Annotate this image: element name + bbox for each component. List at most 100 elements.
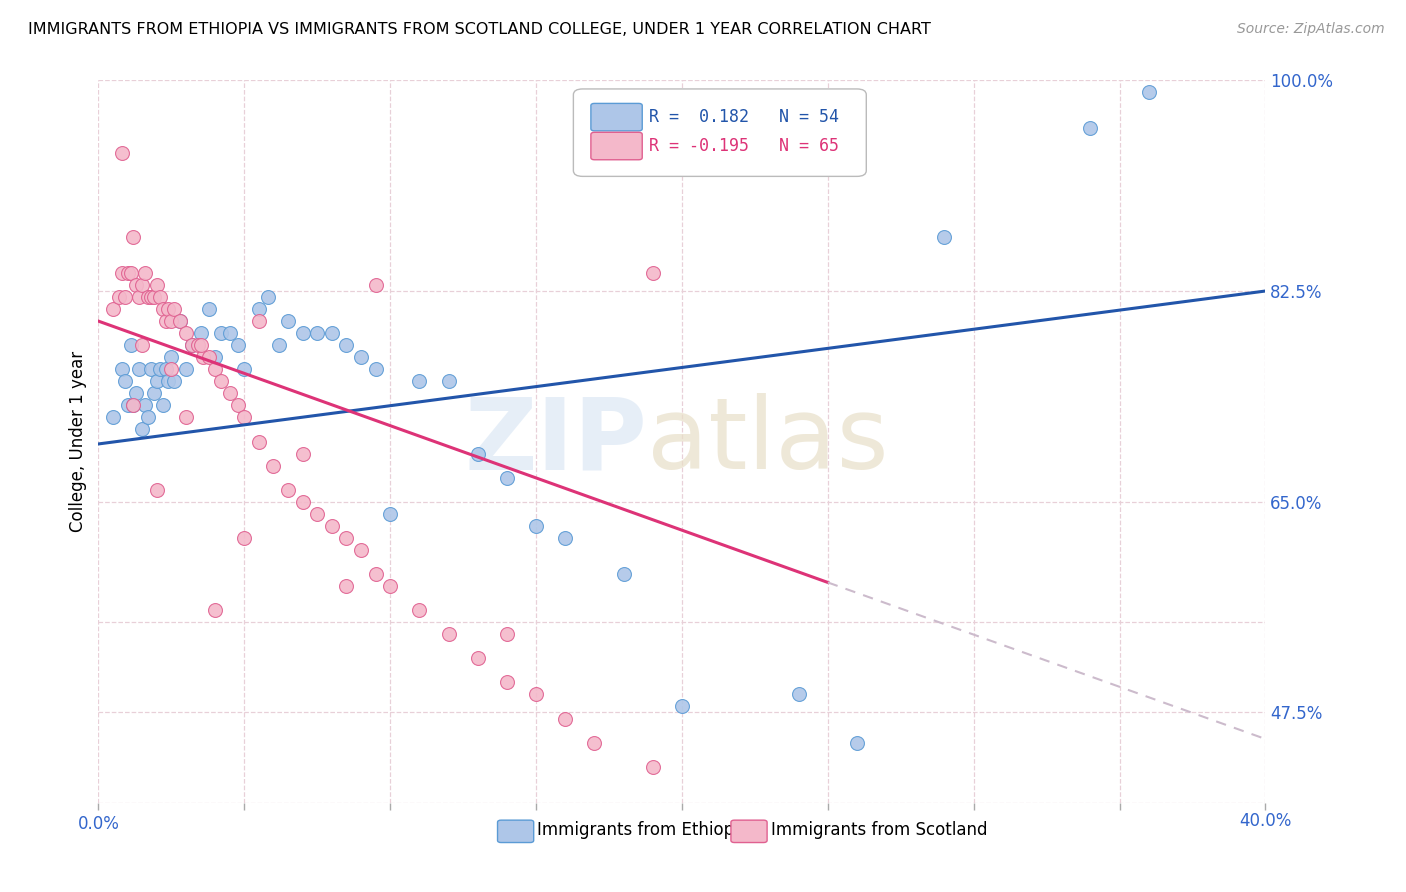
Point xyxy=(101,301,124,316)
Point xyxy=(122,229,145,244)
Point xyxy=(180,338,202,352)
Point xyxy=(846,735,869,749)
Point xyxy=(155,362,177,376)
Point xyxy=(131,422,153,436)
Point xyxy=(787,687,810,701)
Point xyxy=(157,374,180,388)
Point xyxy=(134,398,156,412)
Point xyxy=(152,301,174,316)
Point xyxy=(174,410,197,425)
Point xyxy=(198,350,221,364)
Text: 40.0%: 40.0% xyxy=(1239,813,1292,830)
Point xyxy=(380,507,402,521)
Point xyxy=(437,374,460,388)
Point xyxy=(204,362,226,376)
Point xyxy=(307,326,329,340)
Point xyxy=(139,362,162,376)
Point xyxy=(1080,121,1102,136)
Point xyxy=(277,314,299,328)
Point xyxy=(108,290,131,304)
Text: Immigrants from Scotland: Immigrants from Scotland xyxy=(770,822,987,839)
Point xyxy=(209,374,232,388)
Point xyxy=(160,362,183,376)
FancyBboxPatch shape xyxy=(498,820,534,843)
Point xyxy=(136,290,159,304)
Point xyxy=(321,326,343,340)
Point xyxy=(117,266,139,280)
FancyBboxPatch shape xyxy=(731,820,768,843)
Point xyxy=(198,301,221,316)
Point xyxy=(142,386,165,401)
Point xyxy=(291,494,314,508)
Point xyxy=(524,518,547,533)
Point xyxy=(437,627,460,641)
Point xyxy=(364,567,387,582)
Point xyxy=(125,277,148,292)
Point xyxy=(146,277,169,292)
Point xyxy=(111,145,134,160)
Point xyxy=(335,338,357,352)
Point xyxy=(169,314,191,328)
Point xyxy=(467,651,489,665)
Point xyxy=(128,362,150,376)
Point xyxy=(641,266,664,280)
Point xyxy=(146,374,169,388)
Point xyxy=(335,579,357,593)
Point xyxy=(467,446,489,460)
Point xyxy=(218,326,240,340)
Point xyxy=(233,362,256,376)
Point xyxy=(122,398,145,412)
Point xyxy=(174,362,197,376)
Point xyxy=(408,374,430,388)
Point xyxy=(101,410,124,425)
Point xyxy=(136,410,159,425)
Point xyxy=(190,326,212,340)
Point xyxy=(163,301,186,316)
Point xyxy=(256,290,278,304)
Point xyxy=(277,483,299,497)
Point xyxy=(146,483,169,497)
FancyBboxPatch shape xyxy=(591,103,643,131)
Point xyxy=(269,338,291,352)
Point xyxy=(934,229,956,244)
Point xyxy=(139,290,162,304)
Text: IMMIGRANTS FROM ETHIOPIA VS IMMIGRANTS FROM SCOTLAND COLLEGE, UNDER 1 YEAR CORRE: IMMIGRANTS FROM ETHIOPIA VS IMMIGRANTS F… xyxy=(28,22,931,37)
Point xyxy=(641,759,664,773)
Point xyxy=(120,266,142,280)
Point xyxy=(111,266,134,280)
Point xyxy=(335,531,357,545)
Point xyxy=(128,290,150,304)
Point xyxy=(155,314,177,328)
Point xyxy=(291,446,314,460)
Point xyxy=(149,290,172,304)
Point xyxy=(209,326,232,340)
Point xyxy=(524,687,547,701)
Point xyxy=(204,603,226,617)
Point xyxy=(496,470,519,484)
Point xyxy=(149,362,172,376)
Point xyxy=(307,507,329,521)
Point xyxy=(131,338,153,352)
Point xyxy=(350,542,373,557)
Point xyxy=(233,531,256,545)
Point xyxy=(671,699,693,714)
Point xyxy=(554,712,576,726)
Point xyxy=(408,603,430,617)
Point xyxy=(228,338,250,352)
Point xyxy=(193,350,215,364)
Point xyxy=(190,338,212,352)
Point xyxy=(247,434,270,449)
Point xyxy=(364,277,387,292)
Point xyxy=(218,386,240,401)
Point xyxy=(496,627,519,641)
Point xyxy=(131,277,153,292)
Text: atlas: atlas xyxy=(647,393,889,490)
Point xyxy=(262,458,284,473)
Point xyxy=(364,362,387,376)
Point xyxy=(233,410,256,425)
Point xyxy=(125,386,148,401)
Point xyxy=(583,735,606,749)
Point xyxy=(160,314,183,328)
Point xyxy=(321,518,343,533)
Point xyxy=(187,338,209,352)
